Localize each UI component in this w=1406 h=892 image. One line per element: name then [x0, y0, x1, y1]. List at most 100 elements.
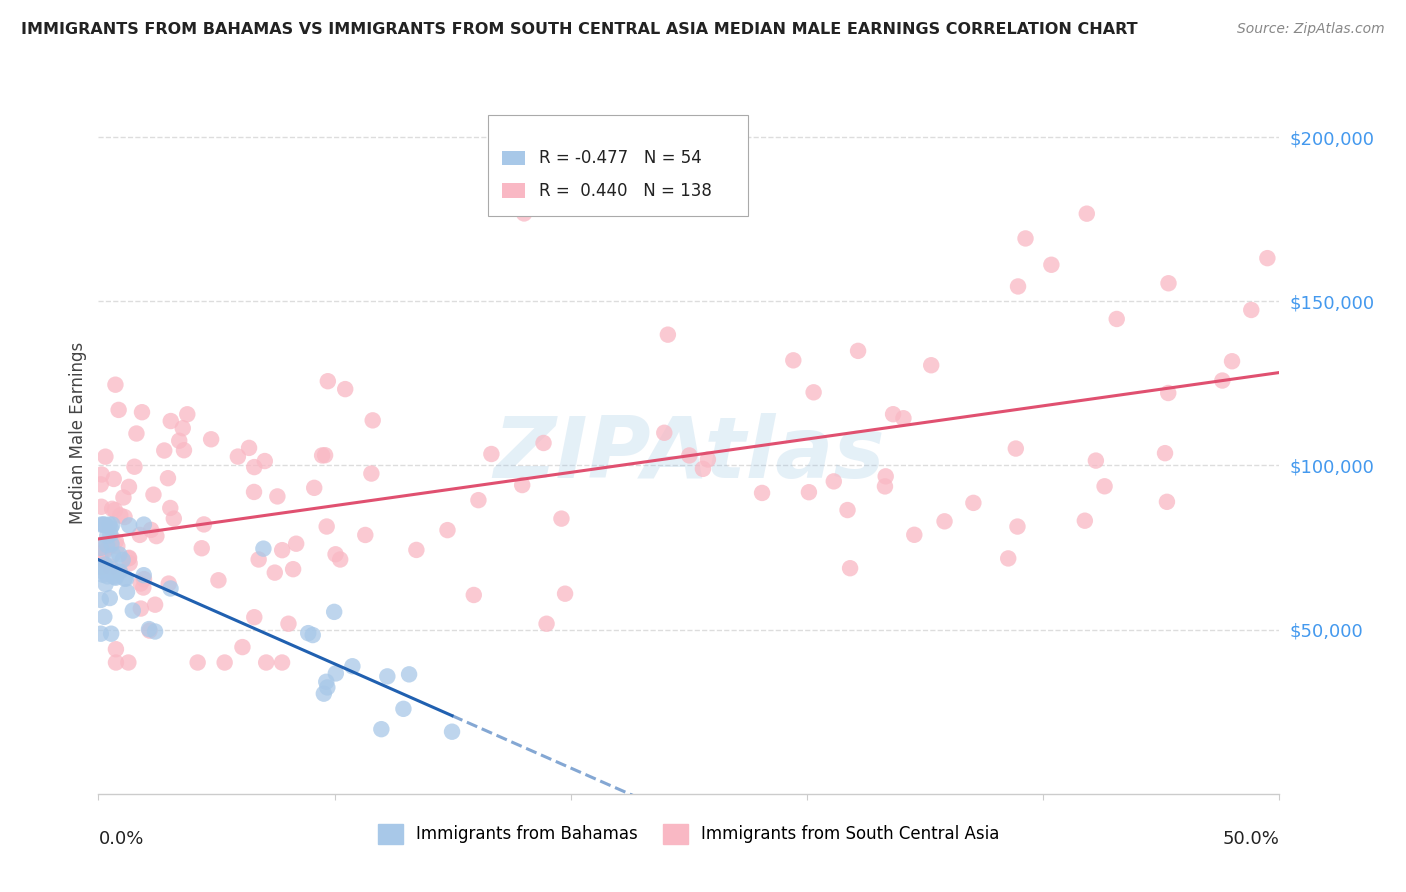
Point: [101, 517, 124, 532]
Point: [692, 462, 714, 476]
Point: [302, 481, 325, 495]
Point: [281, 562, 304, 576]
Point: [96, 529, 118, 543]
Point: [1040, 258, 1063, 272]
Point: [200, 432, 222, 446]
Point: [98, 540, 121, 554]
Point: [797, 485, 820, 500]
Point: [254, 656, 277, 670]
Point: [554, 587, 576, 601]
Point: [114, 510, 136, 524]
Point: [392, 702, 415, 716]
Point: [90, 552, 112, 566]
Point: [405, 543, 427, 558]
Point: [803, 385, 825, 400]
Point: [90, 500, 112, 514]
Point: [104, 377, 127, 392]
Point: [111, 553, 134, 567]
Point: [315, 519, 337, 533]
Text: IMMIGRANTS FROM BAHAMAS VS IMMIGRANTS FROM SOUTH CENTRAL ASIA MEDIAN MALE EARNIN: IMMIGRANTS FROM BAHAMAS VS IMMIGRANTS FR…: [21, 22, 1137, 37]
Point: [94, 450, 117, 464]
Point: [243, 460, 266, 475]
Text: ZIPAtlas: ZIPAtlas: [494, 413, 884, 496]
Point: [90, 541, 112, 555]
Point: [145, 529, 167, 543]
Point: [156, 471, 179, 485]
Point: [252, 541, 274, 556]
Point: [101, 501, 124, 516]
Point: [243, 485, 266, 500]
Point: [335, 382, 357, 396]
Point: [91, 560, 114, 574]
Point: [132, 581, 155, 595]
Point: [138, 624, 160, 638]
Point: [103, 569, 125, 583]
Point: [1074, 514, 1097, 528]
Point: [173, 443, 195, 458]
Point: [903, 528, 925, 542]
Point: [93, 610, 115, 624]
Point: [311, 449, 333, 463]
Point: [533, 436, 555, 450]
Point: [125, 426, 148, 441]
Point: [934, 514, 956, 528]
Point: [361, 413, 384, 427]
Point: [167, 434, 190, 448]
Point: [142, 488, 165, 502]
Point: [118, 518, 141, 533]
Point: [323, 605, 346, 619]
Point: [782, 353, 804, 368]
Point: [98, 591, 121, 605]
Point: [90, 626, 112, 640]
Text: R = -0.477   N = 54: R = -0.477 N = 54: [538, 149, 702, 167]
Point: [873, 479, 896, 493]
Point: [100, 562, 122, 576]
Point: [315, 674, 337, 689]
Point: [678, 449, 700, 463]
Point: [108, 548, 131, 562]
Point: [513, 206, 536, 220]
Point: [90, 467, 112, 482]
Point: [467, 493, 489, 508]
Legend: Immigrants from Bahamas, Immigrants from South Central Asia: Immigrants from Bahamas, Immigrants from…: [371, 817, 1007, 851]
Point: [325, 666, 347, 681]
Point: [1157, 277, 1180, 291]
Point: [1211, 374, 1233, 388]
Text: R =  0.440   N = 138: R = 0.440 N = 138: [538, 182, 711, 200]
Point: [115, 572, 138, 586]
Point: [93, 517, 115, 532]
Point: [96, 569, 118, 583]
Point: [118, 550, 141, 565]
Point: [266, 490, 288, 504]
Point: [90, 552, 112, 566]
Point: [962, 496, 984, 510]
Text: Source: ZipAtlas.com: Source: ZipAtlas.com: [1237, 22, 1385, 37]
Point: [479, 447, 502, 461]
Point: [94, 558, 117, 572]
Point: [114, 572, 136, 586]
Point: [342, 659, 364, 673]
Point: [104, 503, 127, 517]
Point: [997, 551, 1019, 566]
Point: [463, 588, 485, 602]
Point: [104, 534, 127, 549]
Point: [696, 452, 718, 467]
Point: [238, 441, 260, 455]
Point: [117, 656, 139, 670]
Point: [96, 538, 118, 552]
Point: [172, 421, 194, 435]
Point: [98, 517, 121, 532]
Point: [90, 560, 112, 574]
Point: [118, 480, 141, 494]
Point: [132, 572, 155, 586]
Point: [316, 681, 339, 695]
Point: [893, 411, 915, 425]
Point: [93, 544, 115, 558]
FancyBboxPatch shape: [502, 151, 524, 165]
Point: [100, 521, 122, 535]
Point: [187, 656, 209, 670]
Point: [93, 517, 115, 532]
Point: [1007, 519, 1029, 533]
Point: [118, 556, 141, 570]
Point: [751, 486, 773, 500]
